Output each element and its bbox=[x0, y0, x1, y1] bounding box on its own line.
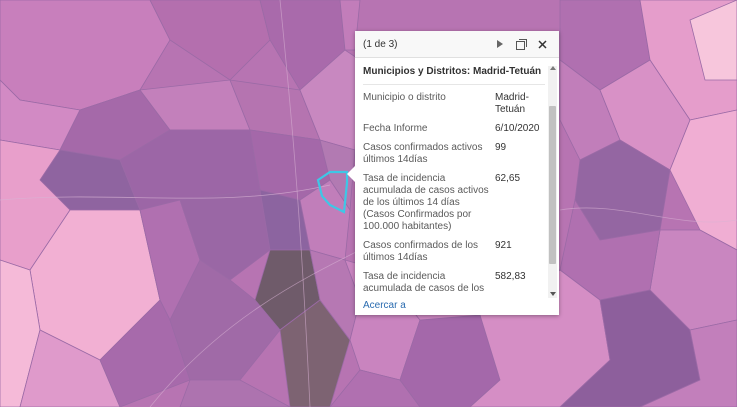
map-region[interactable] bbox=[179, 189, 271, 281]
attribute-value: 99 bbox=[495, 142, 507, 153]
popup-pager: (1 de 3) bbox=[363, 38, 398, 50]
popup-scrollbar[interactable] bbox=[548, 66, 557, 298]
attribute-label: Tasa de incidencia acumulada de casos ac… bbox=[363, 173, 489, 232]
map-region[interactable] bbox=[279, 299, 351, 407]
popup-pointer bbox=[347, 166, 355, 182]
dock-icon[interactable] bbox=[512, 35, 530, 53]
map-region[interactable] bbox=[19, 329, 121, 407]
map-region[interactable] bbox=[639, 319, 737, 407]
attribute-label: Tasa de incidencia acumulada de casos de… bbox=[363, 271, 485, 293]
map-region[interactable] bbox=[179, 379, 291, 407]
road-line bbox=[279, 0, 311, 407]
play-icon[interactable] bbox=[491, 35, 509, 53]
attribute-row: Tasa de incidencia acumulada de casos ac… bbox=[363, 172, 541, 239]
zoom-to-link[interactable]: Acercar a bbox=[363, 300, 406, 311]
attribute-row: Casos confirmados activos últimos 14días… bbox=[363, 141, 541, 172]
attribute-value: 62,65 bbox=[495, 173, 521, 184]
map-region[interactable] bbox=[299, 179, 351, 261]
road-line bbox=[149, 249, 361, 407]
attribute-value: 921 bbox=[495, 240, 512, 251]
attribute-row: Tasa de incidencia acumulada de casos de… bbox=[363, 270, 541, 293]
selected-district-outline[interactable] bbox=[316, 170, 349, 214]
attribute-value: Madrid-Tetuán bbox=[495, 92, 529, 115]
popup-body: Municipios y Distritos: Madrid-Tetuán Mu… bbox=[355, 58, 559, 293]
scroll-up-arrow-icon[interactable] bbox=[549, 66, 556, 70]
popup-title: Municipios y Distritos: Madrid-Tetuán bbox=[363, 66, 545, 85]
popup-header: (1 de 3) bbox=[355, 31, 559, 58]
close-icon[interactable] bbox=[533, 35, 551, 53]
feature-popup: (1 de 3) Municipios y Distritos: Madrid-… bbox=[347, 31, 559, 315]
attribute-label: Casos confirmados de los últimos 14días bbox=[363, 240, 479, 263]
attribute-table: Municipio o distrito Madrid-Tetuán Fecha … bbox=[363, 91, 541, 293]
attribute-row: Municipio o distrito Madrid-Tetuán bbox=[363, 91, 541, 122]
attribute-label: Fecha Informe bbox=[363, 123, 428, 134]
attribute-label: Casos confirmados activos últimos 14días bbox=[363, 142, 483, 165]
attribute-value: 6/10/2020 bbox=[495, 123, 540, 134]
attribute-row: Fecha Informe 6/10/2020 bbox=[363, 122, 541, 141]
scroll-down-arrow-icon[interactable] bbox=[549, 292, 556, 296]
scroll-thumb[interactable] bbox=[549, 106, 556, 264]
map-region[interactable] bbox=[689, 0, 737, 81]
map-region[interactable] bbox=[149, 0, 271, 81]
road-line bbox=[0, 184, 331, 201]
attribute-row: Casos confirmados de los últimos 14días 9… bbox=[363, 239, 541, 270]
road-line bbox=[559, 207, 737, 223]
attribute-value: 582,83 bbox=[495, 271, 526, 282]
attribute-label: Municipio o distrito bbox=[363, 92, 446, 103]
